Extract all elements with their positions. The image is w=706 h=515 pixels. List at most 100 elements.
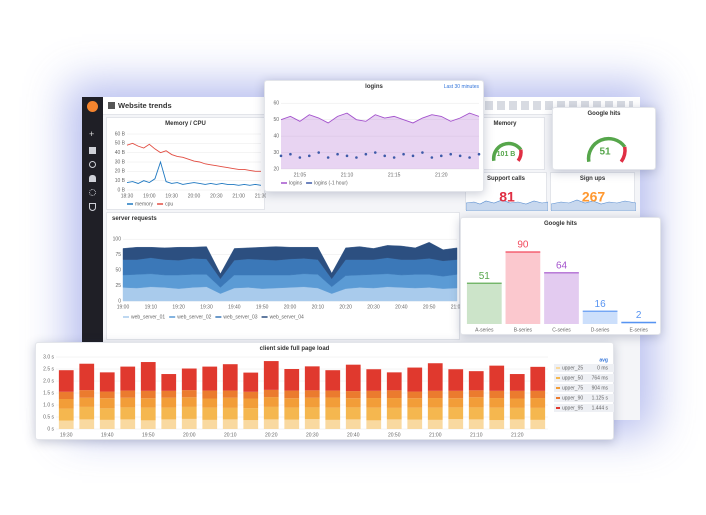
bar-segment [99, 391, 115, 399]
bar-segment [468, 419, 484, 429]
bar-segment [120, 366, 136, 391]
bar [582, 311, 618, 324]
x-tick-label: 19:50 [256, 304, 269, 310]
bar-segment [181, 418, 197, 429]
time-range[interactable]: Last 30 minutes [443, 84, 479, 90]
bar-segment [468, 407, 484, 420]
dashboard-title[interactable]: Website trends [118, 101, 172, 110]
bar-segment [366, 407, 382, 421]
x-tick-label: 20:30 [210, 193, 223, 199]
sidebar: + [82, 97, 103, 420]
x-tick-label: 21:00 [451, 304, 461, 310]
x-tick-label: D-series [591, 327, 610, 333]
bar-segment [530, 407, 546, 420]
bar-segment [386, 419, 402, 429]
bar-segment [530, 366, 546, 391]
x-tick-label: 19:30 [60, 432, 73, 438]
bar-segment [79, 419, 95, 429]
bar-segment [222, 419, 238, 429]
bar-segment [58, 391, 74, 399]
bar-segment [284, 390, 300, 399]
legend-swatch [556, 397, 560, 399]
bar-segment [243, 372, 259, 392]
panel-title: Support calls [486, 176, 525, 182]
bar-segment [427, 390, 443, 399]
icon-dashboards[interactable] [89, 147, 96, 154]
bar-segment [222, 390, 238, 398]
legend-label: memory [135, 201, 154, 207]
icon-shield[interactable] [89, 203, 96, 211]
icon-explore[interactable] [89, 161, 96, 168]
legend-label: web_server_03 [223, 314, 257, 320]
point [439, 154, 443, 158]
bar-segment [263, 419, 279, 429]
bar-segment [243, 391, 259, 399]
x-tick-label: 20:10 [224, 432, 237, 438]
stat-value: 267 [582, 189, 606, 205]
bar-segment [161, 407, 177, 420]
y-tick-label: 30 B [115, 159, 126, 165]
bar-segment [58, 399, 74, 409]
bar-segment [304, 366, 320, 391]
legend-label: upper_75 [562, 385, 583, 391]
bar-segment [161, 390, 177, 398]
icon-alerts[interactable] [89, 175, 96, 182]
icon-settings[interactable] [89, 189, 96, 196]
area [122, 242, 458, 280]
gauge: 101 B [491, 141, 523, 162]
bar-segment [202, 366, 218, 391]
toolbar[interactable] [473, 101, 633, 110]
bar-segment [509, 407, 525, 420]
bar-segment [284, 369, 300, 391]
x-tick-label: 20:40 [395, 304, 408, 310]
y-tick-label: 1.5 s [43, 390, 54, 396]
bar-segment [284, 419, 300, 429]
bar-segment [222, 397, 238, 408]
point [449, 152, 453, 156]
x-tick-label: 21:00 [232, 193, 245, 199]
bar-segment [489, 390, 505, 399]
y-tick-label: 30 [273, 150, 279, 156]
gauge-arc [619, 146, 627, 163]
value-label: 64 [556, 260, 568, 271]
bar-segment [202, 398, 218, 408]
bar [544, 272, 579, 324]
y-tick-label: 2.5 s [43, 366, 54, 372]
bar-segment [345, 407, 361, 420]
bar-segment [530, 398, 546, 408]
y-tick-label: 25 [115, 283, 121, 289]
y-tick-label: 75 [115, 252, 121, 258]
bar-segment [58, 370, 74, 392]
bar-segment [448, 419, 464, 429]
chart: 0 25 50 75 100 19:00 19:10 19:20 19:30 19:40 19:50… [113, 237, 461, 321]
panel-title: Memory [493, 121, 517, 127]
bar-segment [304, 390, 320, 398]
point [373, 151, 377, 154]
x-tick-label: 19:20 [172, 304, 185, 310]
bar-segment [120, 390, 136, 398]
bar-segment [509, 398, 525, 408]
legend-header: avg [599, 357, 608, 363]
server-requests-panel: server requests 0 25 50 75 100 19:00 19:10 19:2… [106, 212, 461, 340]
bar-segment [202, 419, 218, 429]
bar-segment [427, 407, 443, 420]
bar-segment [366, 398, 382, 408]
bar-segment [407, 391, 423, 399]
y-tick-label: 60 B [115, 131, 126, 137]
bar-segment [489, 398, 505, 408]
x-tick-label: 19:10 [145, 304, 158, 310]
bar-segment [345, 364, 361, 392]
legend-value: 904 ms [592, 385, 609, 391]
bar-segment [99, 408, 115, 420]
legend-value: 1.125 s [592, 395, 609, 401]
stat: 267 [551, 189, 636, 211]
bar-segment [468, 390, 484, 398]
bar-segment [325, 407, 341, 420]
panel-title: logins [365, 84, 383, 90]
point [383, 154, 387, 158]
line [280, 112, 480, 124]
logins-panel: logins Last 30 minutes 20 30 40 50 60 21:05 21… [264, 80, 484, 192]
icon-add[interactable]: + [89, 129, 95, 139]
bar-segment [140, 420, 156, 429]
